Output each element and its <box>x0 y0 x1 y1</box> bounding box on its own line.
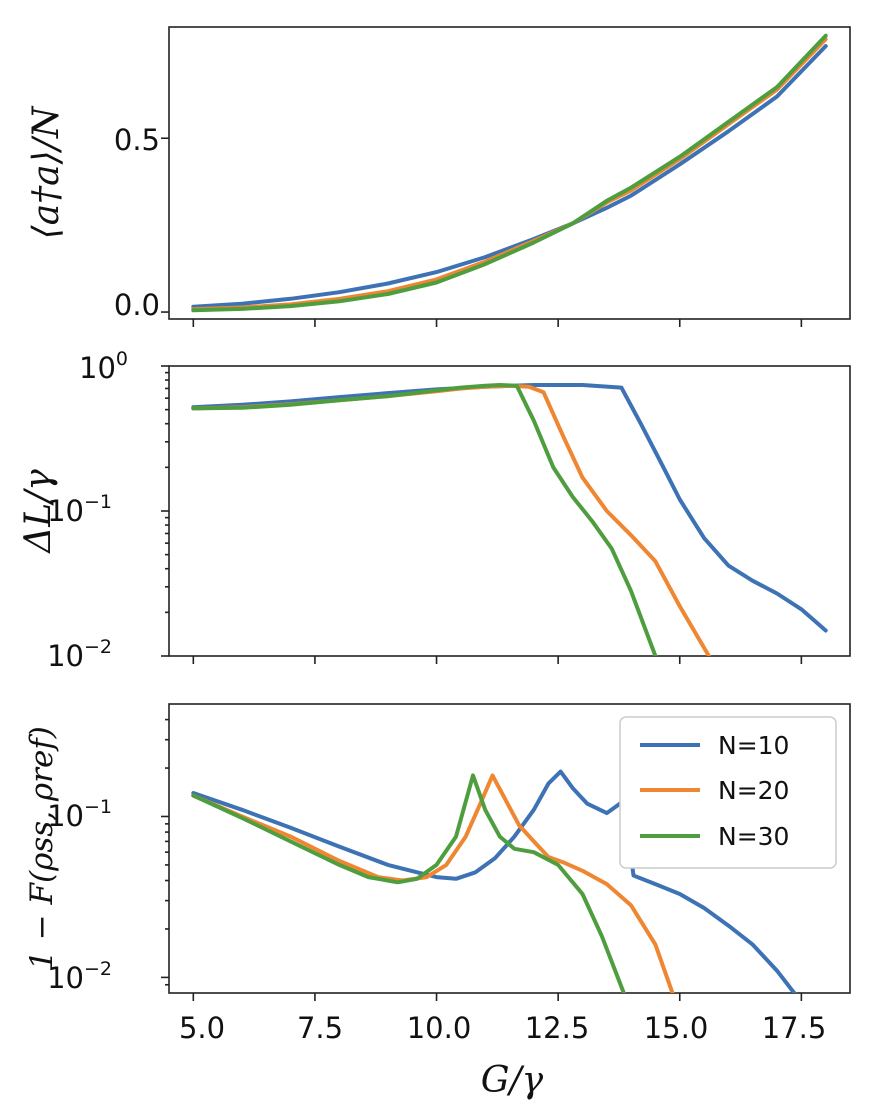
legend: N=10 N=20 N=30 <box>619 716 837 869</box>
series-line-top-n30 <box>191 33 828 313</box>
legend-label-n20: N=20 <box>718 776 789 805</box>
xtick-label-5: 17.5 <box>762 1011 827 1045</box>
series-line-middle-n10 <box>191 383 828 633</box>
panel-top: 0.0 0.5 ⟨a†a⟩/N <box>26 26 851 327</box>
series-group-middle <box>191 383 828 656</box>
xtick-label-4: 15.0 <box>644 1011 709 1045</box>
series-line-bottom-n30 <box>191 773 626 993</box>
ytick-label-bottom-0: 10−1 <box>47 796 112 833</box>
ytick-label-top-0: 0.0 <box>114 288 160 322</box>
ytick-label-top-1: 0.5 <box>114 123 160 157</box>
xlabel: G/γ <box>481 1060 544 1101</box>
series-group-top <box>191 33 828 313</box>
plot-frame-middle <box>168 365 851 657</box>
series-group-bottom <box>191 769 797 993</box>
ticks-bottom <box>161 718 803 1001</box>
ytick-label-middle-0: 100 <box>79 348 128 385</box>
ytick-label-middle-1: 10−1 <box>47 491 112 528</box>
series-line-top-n10 <box>191 44 828 309</box>
legend-label-n30: N=30 <box>718 822 789 851</box>
ytick-label-middle-2: 10−2 <box>47 636 112 673</box>
series-line-middle-n20 <box>191 383 711 656</box>
ylabel-middle: ΔL/γ <box>18 469 59 555</box>
series-line-top-n20 <box>191 37 828 312</box>
ticks-top <box>161 137 803 327</box>
plot-frame-bottom <box>168 703 851 994</box>
legend-box <box>619 716 837 869</box>
xtick-label-2: 10.0 <box>407 1011 472 1045</box>
ylabel-bottom: 1 − F(ρss, ρref) <box>24 726 60 970</box>
ytick-label-bottom-1: 10−2 <box>47 958 112 995</box>
ticks-middle <box>161 365 803 664</box>
xtick-label-3: 12.5 <box>525 1011 590 1045</box>
ylabel-top: ⟨a†a⟩/N <box>26 105 67 239</box>
panel-bottom: 10−1 10−2 1 − F(ρss, ρref) 5.0 7.5 10.0 … <box>24 703 851 1101</box>
legend-label-n10: N=10 <box>718 731 789 760</box>
xtick-label-1: 7.5 <box>297 1011 343 1045</box>
panel-middle: 100 10−1 10−2 ΔL/γ <box>18 348 851 673</box>
xtick-label-0: 5.0 <box>179 1011 225 1045</box>
series-line-bottom-n10 <box>191 769 797 993</box>
plot-frame-top <box>168 26 851 320</box>
series-line-bottom-n20 <box>191 773 675 993</box>
series-line-middle-n30 <box>191 383 658 656</box>
